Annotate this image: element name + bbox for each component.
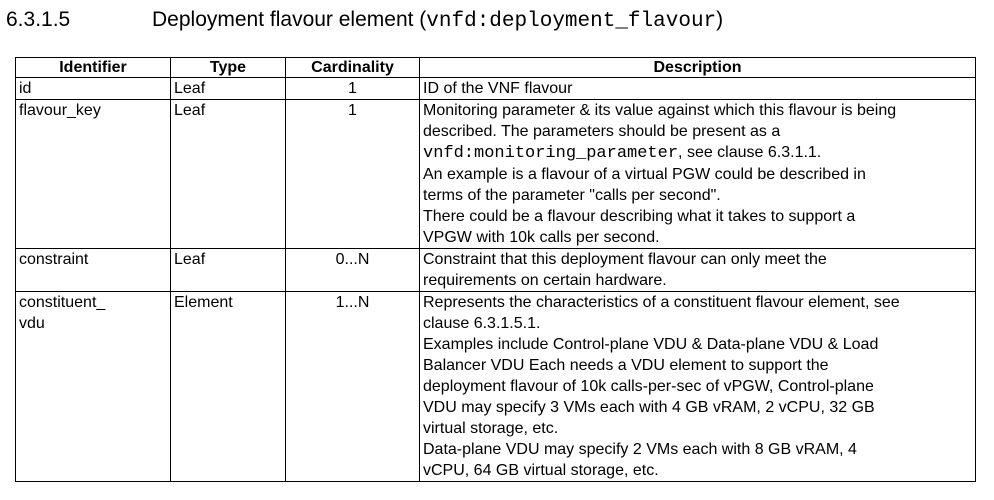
description-line: Monitoring parameter & its value against… (423, 102, 897, 119)
table-row: id Leaf 1 ID of the VNF flavour (15, 77, 976, 100)
deployment-flavour-table: Identifier Type Cardinality Description … (15, 57, 976, 482)
description-line: Data-plane VDU may specify 2 VMs each wi… (423, 441, 857, 458)
header-type: Type (170, 57, 286, 78)
cell-cardinality: 1 (285, 99, 420, 249)
identifier-line: constituent_ (19, 294, 106, 311)
description-line: Balancer VDU Each needs a VDU element to… (423, 357, 829, 374)
table-header-row: Identifier Type Cardinality Description (15, 57, 976, 78)
identifier-line: flavour_key (19, 102, 101, 119)
description-line: VDU may specify 3 VMs each with 4 GB vRA… (423, 399, 875, 416)
cell-identifier: constituent_ vdu (15, 291, 171, 482)
description-line: An example is a flavour of a virtual PGW… (423, 166, 866, 183)
cell-identifier: id (15, 77, 171, 100)
description-line: described. The parameters should be pres… (423, 123, 781, 140)
cell-cardinality: 0...N (285, 248, 420, 292)
cell-type: Leaf (170, 99, 286, 249)
cell-description: Monitoring parameter & its value against… (419, 99, 976, 249)
cell-description: Represents the characteristics of a cons… (419, 291, 976, 482)
description-line: requirements on certain hardware. (423, 272, 667, 289)
description-line: virtual storage, etc. (423, 420, 559, 437)
cell-type: Element (170, 291, 286, 482)
description-line: ID of the VNF flavour (423, 80, 573, 97)
clause-number: 6.3.1.5 (6, 8, 71, 31)
header-description: Description (419, 57, 976, 78)
identifier-line: constraint (19, 251, 89, 268)
cell-description: Constraint that this deployment flavour … (419, 248, 976, 292)
cell-type: Leaf (170, 248, 286, 292)
cell-description: ID of the VNF flavour (419, 77, 976, 100)
description-line: Constraint that this deployment flavour … (423, 251, 827, 268)
section-title-paren-close: ) (716, 8, 724, 31)
cell-cardinality: 1...N (285, 291, 420, 482)
identifier-line: vdu (19, 315, 45, 332)
description-line: clause 6.3.1.5.1. (423, 315, 541, 332)
description-code: vnfd:monitoring_parameter (423, 144, 679, 163)
description-line: VPGW with 10k calls per second. (423, 229, 660, 246)
description-line: vCPU, 64 GB virtual storage, etc. (423, 462, 659, 479)
description-line-with-code: vnfd:monitoring_parameter, see clause 6.… (423, 142, 972, 164)
description-line: deployment flavour of 10k calls-per-sec … (423, 378, 874, 395)
description-line: Represents the characteristics of a cons… (423, 294, 900, 311)
description-line: terms of the parameter "calls per second… (423, 187, 721, 204)
section-heading: 6.3.1.5 Deployment flavour element ( vnf… (6, 8, 723, 38)
cell-cardinality: 1 (285, 77, 420, 100)
header-cardinality: Cardinality (285, 57, 420, 78)
identifier-line: id (19, 80, 32, 97)
description-code-tail: , see clause 6.3.1.1. (678, 144, 822, 161)
section-title-code: vnfd:deployment_flavour (426, 10, 717, 33)
section-title-paren-open: ( (413, 8, 427, 31)
table-row: constituent_ vdu Element 1...N Represent… (15, 291, 976, 482)
description-line: Examples include Control-plane VDU & Dat… (423, 336, 879, 353)
cell-identifier: flavour_key (15, 99, 171, 249)
description-line: There could be a flavour describing what… (423, 208, 856, 225)
header-identifier: Identifier (15, 57, 171, 78)
cell-type: Leaf (170, 77, 286, 100)
table-row: constraint Leaf 0...N Constraint that th… (15, 248, 976, 292)
section-title: Deployment flavour element (152, 8, 414, 31)
cell-identifier: constraint (15, 248, 171, 292)
table-row: flavour_key Leaf 1 Monitoring parameter … (15, 99, 976, 249)
